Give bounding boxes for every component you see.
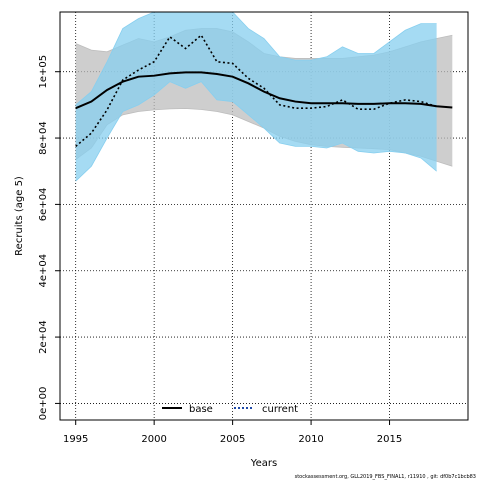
series-lines [75, 33, 453, 147]
x-tick-label: 2000 [141, 434, 166, 445]
y-axis: 0e+00 2e+04 4e+04 6e+04 8e+04 1e+05 [38, 55, 60, 420]
x-axis-title: Years [250, 458, 277, 469]
legend-base-label: base [189, 404, 213, 415]
band-upper-current [75, 12, 437, 106]
plot-frame [59, 11, 469, 421]
y-tick-label: 0e+00 [38, 387, 49, 421]
x-tick-label: 1995 [63, 434, 88, 445]
y-tick-label: 2e+04 [38, 320, 49, 354]
legend-current-label: current [262, 404, 298, 415]
legend: base current [162, 404, 298, 415]
line-current [75, 33, 437, 147]
y-tick-label: 4e+04 [38, 254, 49, 288]
x-tick-label: 2010 [298, 434, 323, 445]
confidence-bands [75, 12, 453, 182]
line-base [75, 71, 453, 110]
y-tick-label: 8e+04 [38, 121, 49, 155]
x-tick-label: 2005 [220, 434, 245, 445]
band-lower-current [75, 81, 437, 182]
y-tick-label: 1e+05 [38, 55, 49, 89]
y-tick-label: 6e+04 [38, 188, 49, 222]
band-current [75, 12, 437, 182]
y-axis-title: Recruits (age 5) [14, 176, 25, 256]
footnote: stockassessment.org, GLL2019_FBS_FINAL1,… [295, 474, 476, 480]
grid-lines [60, 12, 468, 420]
x-axis: 1995 2000 2005 2010 2015 [63, 420, 402, 445]
x-tick-label: 2015 [377, 434, 402, 445]
